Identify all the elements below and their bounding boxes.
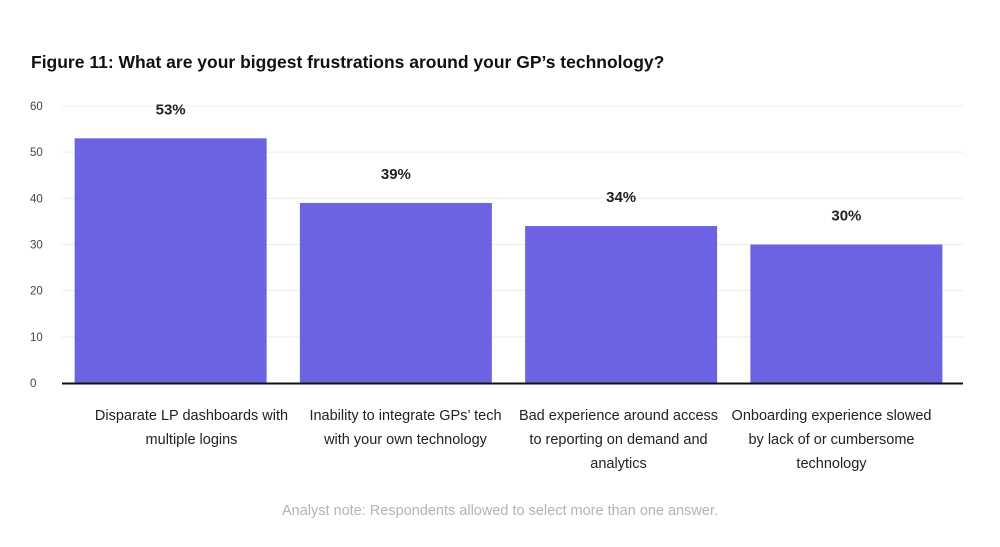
category-label: Onboarding experience slowed by lack of …	[731, 408, 932, 472]
category-label: Disparate LP dashboards with multiple lo…	[94, 408, 289, 448]
bar	[74, 138, 267, 383]
bar	[299, 202, 492, 383]
y-tick-label: 10	[30, 332, 43, 344]
category-label: Bad experience around access to reportin…	[518, 408, 719, 472]
y-tick-label: 0	[30, 378, 36, 390]
chart-title: Figure 11: What are your biggest frustra…	[31, 52, 665, 72]
data-label: 30%	[831, 208, 861, 225]
y-tick-label: 30	[30, 240, 43, 252]
bar	[525, 226, 718, 383]
y-tick-label: 20	[30, 286, 43, 298]
data-label: 34%	[606, 189, 636, 206]
y-tick-label: 60	[30, 101, 43, 113]
category-label: Inability to integrate GPs’ tech with yo…	[309, 408, 502, 448]
data-label: 39%	[381, 166, 411, 183]
data-label: 53%	[156, 101, 186, 118]
y-tick-label: 40	[30, 193, 43, 205]
bar	[750, 244, 943, 383]
y-tick-label: 50	[30, 147, 43, 159]
analyst-note: Analyst note: Respondents allowed to sel…	[281, 503, 719, 519]
